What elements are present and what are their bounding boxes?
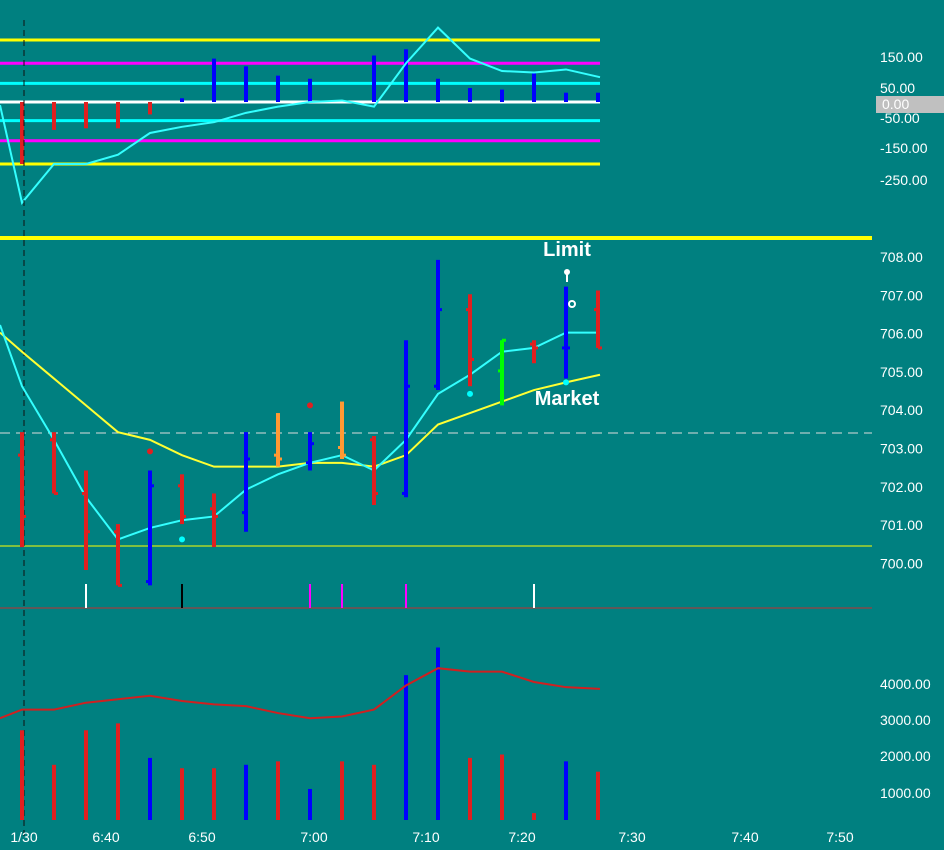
price-dot [147,448,153,455]
price-tick-label: 706.00 [880,326,923,342]
price-dot [467,390,473,397]
price-dot [563,379,569,386]
oscillator-tick-label: 50.00 [880,80,915,96]
price-tick-label: 701.00 [880,517,923,533]
current-value-label: 0.00 [882,96,909,112]
price-panel: 700.00 701.00 702.00 703.00 704.00 705.00 706.… [0,20,923,840]
oscillator-tick-label: -250.00 [880,172,928,188]
limit-annotation: Limit [543,239,591,261]
price-dot [307,402,313,409]
price-tick-label: 703.00 [880,441,923,457]
slow-moving-average-line [0,331,601,468]
volume-panel: 4000.00 3000.00 2000.00 1000.00 [0,647,931,820]
time-tick-label: 7:00 [300,829,327,845]
price-tick-label: 707.00 [880,287,923,303]
price-tick-label: 708.00 [880,249,923,265]
oscillator-tick-label: 150.00 [880,49,923,65]
volume-tick-label: 3000.00 [880,712,931,728]
oscillator-line [0,26,601,205]
time-axis: 1/30 6:40 6:50 7:00 7:10 7:20 7:30 7:40 7:50 [10,829,853,845]
time-tick-label: 7:30 [618,829,645,845]
time-tick-label: 7:40 [731,829,758,845]
time-tick-label: 6:40 [92,829,119,845]
time-tick-label: 7:20 [508,829,535,845]
price-tick-label: 705.00 [880,364,923,380]
volume-moving-average-line [0,667,601,720]
price-tick-label: 704.00 [880,402,923,418]
time-tick-label: 7:10 [412,829,439,845]
price-tick-label: 700.00 [880,555,923,571]
market-annotation: Market [535,388,600,410]
fast-moving-average-line [0,324,600,541]
volume-tick-label: 1000.00 [880,785,931,801]
oscillator-tick-label: -150.00 [880,140,928,156]
limit-arrow-head [564,269,570,275]
volume-tick-label: 4000.00 [880,676,931,692]
volume-tick-label: 2000.00 [880,748,931,764]
limit-order-marker [568,300,576,308]
price-tick-label: 702.00 [880,479,923,495]
price-dot [179,536,185,543]
time-tick-label: 7:50 [826,829,853,845]
time-tick-label: 1/30 [10,829,37,845]
current-value-box [876,96,944,113]
oscillator-panel: 150.00 50.00 -50.00 -150.00 -250.00 0.00 [0,26,944,205]
oscillator-tick-label: -50.00 [880,110,920,126]
time-tick-label: 6:50 [188,829,215,845]
